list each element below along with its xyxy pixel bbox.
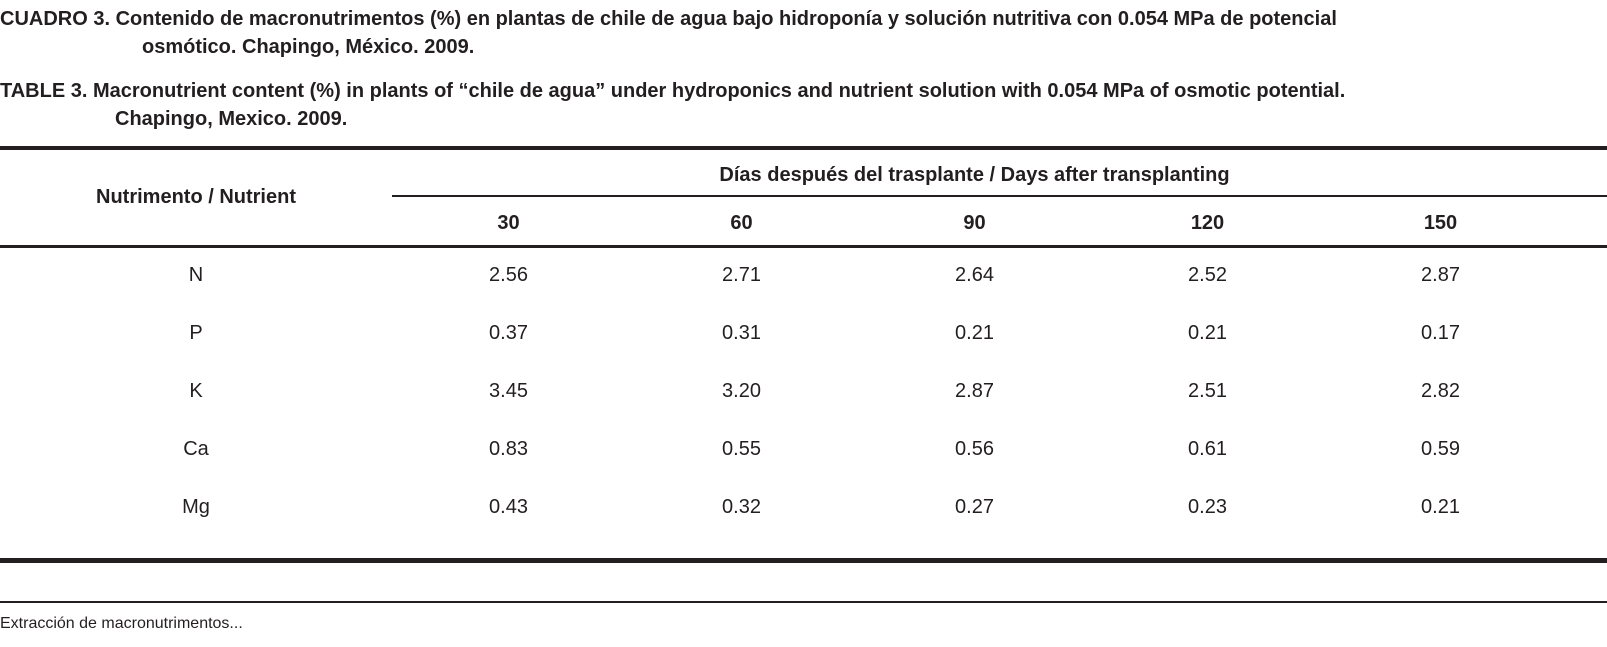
- nutrient-row-label: Ca: [183, 437, 209, 460]
- table-cell: 2.82: [1421, 379, 1460, 402]
- filler-cell: [1557, 362, 1607, 420]
- table-cell: 3.45: [489, 379, 528, 402]
- table-row-magnesium: Mg 0.43 0.32 0.27 0.23 0.21: [0, 478, 1607, 536]
- table-cell: 0.27: [955, 495, 994, 518]
- day-column-header-30: 30: [497, 212, 520, 235]
- table-cell: 2.52: [1188, 264, 1227, 287]
- table-cell: 3.20: [722, 379, 761, 402]
- caption-spanish-line-1: CUADRO 3. Contenido de macronutrimentos …: [0, 8, 1337, 30]
- table-row-potassium: K 3.45 3.20 2.87 2.51 2.82: [0, 362, 1607, 420]
- running-title: Extracción de macronutrimentos...: [0, 614, 243, 632]
- header-rule-extension: [1557, 148, 1607, 197]
- table-row-phosphorus: P 0.37 0.31 0.21 0.21 0.17: [0, 304, 1607, 362]
- header-filler-cell: [1557, 196, 1607, 246]
- table-cell: 0.59: [1421, 437, 1460, 460]
- nutrient-row-label: K: [189, 379, 203, 402]
- column-group-header-days-after-transplanting: Días después del trasplante / Days after…: [392, 148, 1557, 197]
- table-row-nitrogen: N 2.56 2.71 2.64 2.52 2.87: [0, 246, 1607, 304]
- table-cell: 0.17: [1421, 321, 1460, 344]
- table-cell: 0.31: [722, 321, 761, 344]
- filler-cell: [1557, 246, 1607, 304]
- table-cell: 0.83: [489, 437, 528, 460]
- table-cell: 0.55: [722, 437, 761, 460]
- table-cell: 2.87: [1421, 264, 1460, 287]
- table-cell: 2.64: [955, 264, 994, 287]
- table-cell: 0.21: [955, 321, 994, 344]
- filler-cell: [1557, 304, 1607, 362]
- macronutrient-table: Nutrimento / Nutrient Días después del t…: [0, 146, 1607, 563]
- table-cell: 2.87: [955, 379, 994, 402]
- table-cell: 0.21: [1188, 321, 1227, 344]
- caption-english-line-1: TABLE 3. Macronutrient content (%) in pl…: [0, 80, 1346, 102]
- day-column-header-120: 120: [1190, 212, 1225, 235]
- table-row-calcium: Ca 0.83 0.55 0.56 0.61 0.59: [0, 420, 1607, 478]
- table-cell: 2.71: [722, 264, 761, 287]
- table-cell: 0.56: [955, 437, 994, 460]
- day-column-header-90: 90: [963, 212, 986, 235]
- column-header-nutrient: Nutrimento / Nutrient: [96, 185, 296, 208]
- table-cell: 0.23: [1188, 495, 1227, 518]
- filler-cell: [1557, 478, 1607, 536]
- table-cell: 0.43: [489, 495, 528, 518]
- table-cell: 2.56: [489, 264, 528, 287]
- filler-cell: [1557, 420, 1607, 478]
- table-cell: 0.21: [1421, 495, 1460, 518]
- day-column-header-150: 150: [1423, 212, 1458, 235]
- nutrient-row-label: P: [189, 321, 203, 344]
- caption-english-line-2: Chapingo, Mexico. 2009.: [115, 108, 348, 130]
- caption-spanish: CUADRO 3. Contenido de macronutrimentos …: [0, 5, 1607, 61]
- table-cell: 0.37: [489, 321, 528, 344]
- nutrient-row-label: N: [188, 264, 204, 287]
- caption-english: TABLE 3. Macronutrient content (%) in pl…: [0, 77, 1607, 133]
- nutrient-row-label: Mg: [182, 495, 210, 518]
- caption-spanish-line-2: osmótico. Chapingo, México. 2009.: [142, 36, 475, 58]
- day-column-header-60: 60: [730, 212, 753, 235]
- table-bottom-spacer: [0, 536, 1607, 560]
- table-cell: 0.32: [722, 495, 761, 518]
- table-body: N 2.56 2.71 2.64 2.52 2.87 P 0.37 0.31 0…: [0, 246, 1607, 560]
- table-cell: 0.61: [1188, 437, 1227, 460]
- footer-divider-rule: [0, 600, 1607, 603]
- table-cell: 2.51: [1188, 379, 1227, 402]
- table-header: Nutrimento / Nutrient Días después del t…: [0, 148, 1607, 246]
